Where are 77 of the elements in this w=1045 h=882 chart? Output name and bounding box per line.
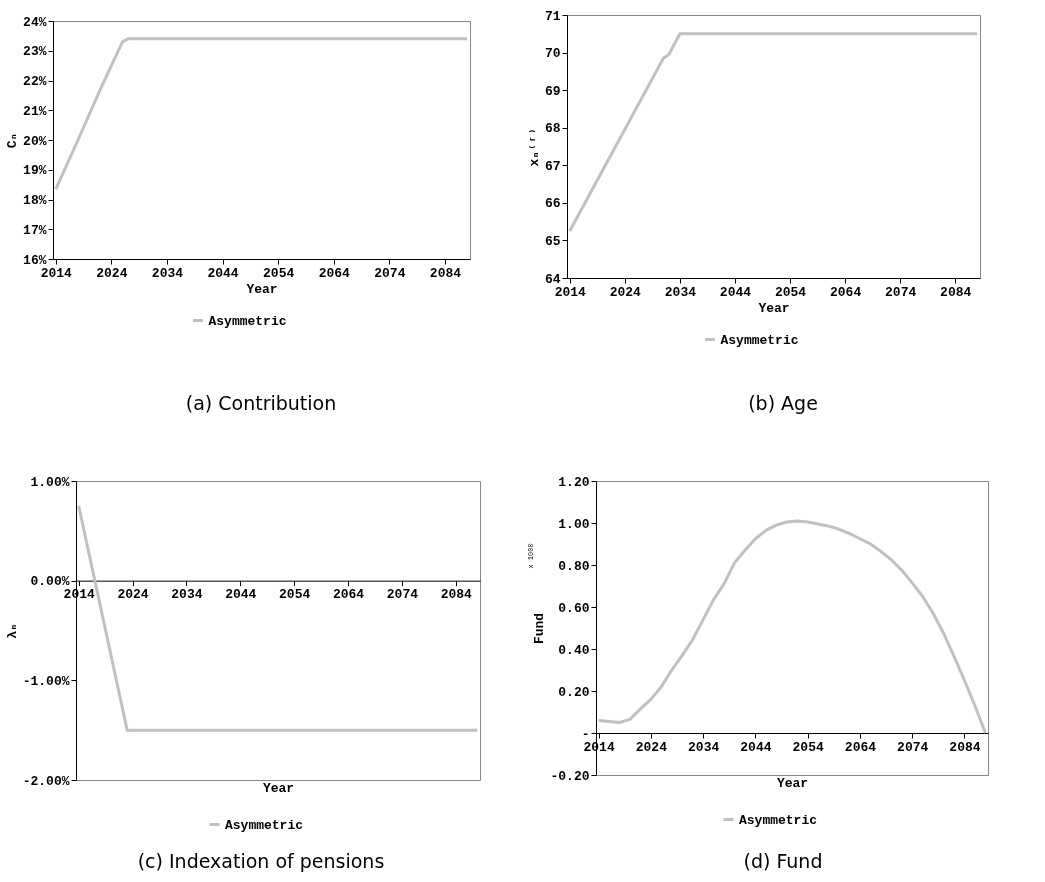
legend-label: Asymmetric	[720, 332, 799, 348]
y-tick-label: 23%	[23, 44, 47, 60]
x-tick-label: 2044	[207, 265, 239, 281]
x-axis-title: Year	[246, 281, 278, 297]
y-tick-label: 0.00%	[30, 574, 70, 590]
y-tick-label: 1.00	[558, 516, 590, 532]
x-tick-label: 2034	[664, 284, 697, 300]
y-tick-label: 1.00%	[30, 474, 70, 490]
y-tick-label: 22%	[23, 74, 47, 89]
y-tick-label: 16%	[23, 252, 47, 268]
y-tick-label: 69	[544, 83, 561, 99]
line-series	[54, 37, 469, 191]
x-tick-label: 2024	[117, 587, 149, 603]
y-axis-title: Fund	[532, 612, 548, 645]
x-tick-label: 2044	[225, 587, 257, 603]
x-axis-title: Year	[262, 780, 295, 796]
x-tick-label: 2044	[740, 739, 772, 755]
y-tick-label: 1.20	[558, 474, 590, 490]
y-tick-label: 66	[544, 196, 561, 212]
text: (b) Age	[747, 392, 819, 414]
x-tick-label: 2014	[554, 284, 587, 300]
x-tick-label: 2054	[792, 739, 824, 755]
y-tick-label: 65	[544, 233, 561, 249]
x-tick-label: 2064	[318, 265, 351, 281]
x-tick-label: 2074	[885, 284, 917, 300]
x-tick-label: 2084	[949, 739, 981, 755]
x-tick-label: 2054	[263, 265, 295, 281]
x-tick-label: 2044	[719, 284, 752, 300]
y-tick-label: 67	[544, 158, 561, 174]
x-tick-label: 2084	[440, 587, 473, 603]
y-tick-label: 70	[544, 46, 561, 62]
x-tick-label: 2074	[374, 265, 406, 281]
y-axis-title: λₙ	[4, 623, 20, 639]
y-tick-label: 64	[544, 271, 561, 287]
x-tick-label: 2034	[171, 587, 203, 603]
y-tick-label: 19%	[23, 163, 47, 179]
x-axis-title: Year	[758, 300, 790, 316]
x-tick-label: 2064	[332, 587, 365, 603]
x-tick-label: 2084	[429, 265, 462, 281]
y-tick-label: 17%	[23, 222, 47, 238]
x-tick-label: 2024	[635, 739, 668, 755]
x-tick-label: 2084	[940, 284, 972, 300]
y-axis-title: xₙ⁽ʳ⁾	[526, 127, 542, 167]
x-tick-label: 2034	[688, 739, 720, 755]
y-tick-label: -1.00%	[22, 673, 70, 689]
x-tick-label: 2014	[40, 265, 73, 281]
y-tick-label: -	[581, 726, 590, 742]
x-tick-label: 2024	[96, 265, 128, 281]
y-tick-label: 68	[544, 121, 561, 137]
y-tick-label: 0.60	[558, 600, 590, 616]
x-tick-label: 2054	[279, 587, 311, 603]
legend-label: Asymmetric	[225, 817, 304, 833]
y-tick-label: 21%	[23, 103, 47, 119]
x-tick-label: 2064	[844, 739, 877, 755]
text: (d) Fund	[742, 850, 824, 872]
y-tick-label: 0.80	[558, 558, 590, 574]
x-tick-label: 2064	[829, 284, 862, 300]
x-tick-label: 2074	[386, 587, 419, 603]
y-tick-label: 0.40	[558, 642, 590, 658]
x-tick-label: 2034	[151, 265, 184, 281]
legend-label: Asymmetric	[739, 812, 818, 828]
x-tick-label: 2074	[897, 739, 929, 755]
x-tick-label: 2024	[609, 284, 642, 300]
legend-label: Asymmetric	[208, 313, 287, 329]
y-tick-label: 20%	[23, 133, 47, 149]
x-tick-label: 2054	[774, 284, 807, 300]
y-tick-label: 18%	[23, 193, 47, 208]
y-tick-label: 71	[544, 8, 561, 24]
y-tick-label: 0.20	[558, 684, 590, 700]
y-tick-label: -0.20	[550, 768, 590, 784]
text: (a) Contribution	[184, 392, 338, 414]
y-tick-label: -2.00%	[22, 773, 70, 789]
y-tick-label: 24%	[23, 14, 47, 30]
text: (c) Indexation of pensions	[136, 850, 386, 872]
y-axis-title: Cₙ	[5, 132, 21, 149]
x-axis-title: Year	[776, 775, 809, 791]
line-series	[568, 32, 979, 233]
